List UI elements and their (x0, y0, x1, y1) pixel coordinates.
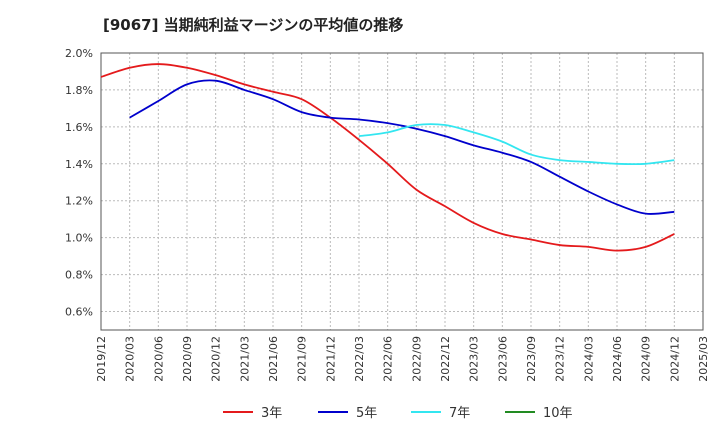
y-tick-label: 1.0% (65, 232, 93, 245)
y-tick-label: 2.0% (65, 47, 93, 60)
plot-area-frame (100, 52, 704, 331)
x-tick-label: 2022/09 (410, 336, 423, 382)
x-tick-label: 2024/12 (668, 336, 681, 382)
x-tick-label: 2020/06 (152, 336, 165, 382)
x-tick-label: 2020/09 (181, 336, 194, 382)
legend-label: 5年 (356, 406, 377, 421)
y-tick-label: 0.8% (65, 269, 93, 282)
x-tick-label: 2024/09 (640, 336, 653, 382)
x-tick-label: 2023/09 (525, 336, 538, 382)
x-tick-label: 2020/03 (124, 336, 137, 382)
y-tick-label: 1.8% (65, 84, 93, 97)
x-tick-label: 2023/06 (496, 336, 509, 382)
series-line (358, 123, 675, 166)
x-tick-label: 2019/12 (95, 336, 108, 382)
grid-lines (100, 52, 704, 330)
x-tick-label: 2024/06 (611, 336, 624, 382)
y-tick-label: 1.6% (65, 121, 93, 134)
x-tick-label: 2022/03 (353, 336, 366, 382)
x-tick-label: 2022/12 (439, 336, 452, 382)
x-tick-label: 2023/12 (554, 336, 567, 382)
series-line (100, 63, 675, 252)
chart-title: [9067] 当期純利益マージンの平均値の推移 (103, 16, 404, 34)
legend-label: 7年 (449, 406, 470, 421)
x-tick-label: 2021/12 (324, 336, 337, 382)
x-tick-label: 2021/06 (267, 336, 280, 382)
y-tick-label: 1.2% (65, 195, 93, 208)
y-tick-label: 0.6% (65, 306, 93, 319)
x-tick-label: 2020/12 (210, 336, 223, 382)
legend: 3年 5年 7年 10年 (223, 406, 573, 421)
x-tick-label: 2025/03 (697, 336, 710, 382)
x-axis-ticks: 2019/12 2020/03 2020/06 2020/09 2020/12 2021/… (95, 336, 710, 382)
legend-label: 10年 (543, 406, 573, 421)
x-tick-label: 2021/09 (296, 336, 309, 382)
series-lines (100, 63, 675, 252)
y-axis-ticks: 2.0% 1.8% 1.6% 1.4% 1.2% 1.0% 0.8% 0.6% (65, 47, 93, 319)
legend-label: 3年 (261, 406, 282, 421)
x-tick-label: 2021/03 (238, 336, 251, 382)
series-line (129, 79, 675, 215)
x-tick-label: 2024/03 (582, 336, 595, 382)
y-tick-label: 1.4% (65, 158, 93, 171)
x-tick-label: 2023/03 (468, 336, 481, 382)
x-tick-label: 2022/06 (382, 336, 395, 382)
